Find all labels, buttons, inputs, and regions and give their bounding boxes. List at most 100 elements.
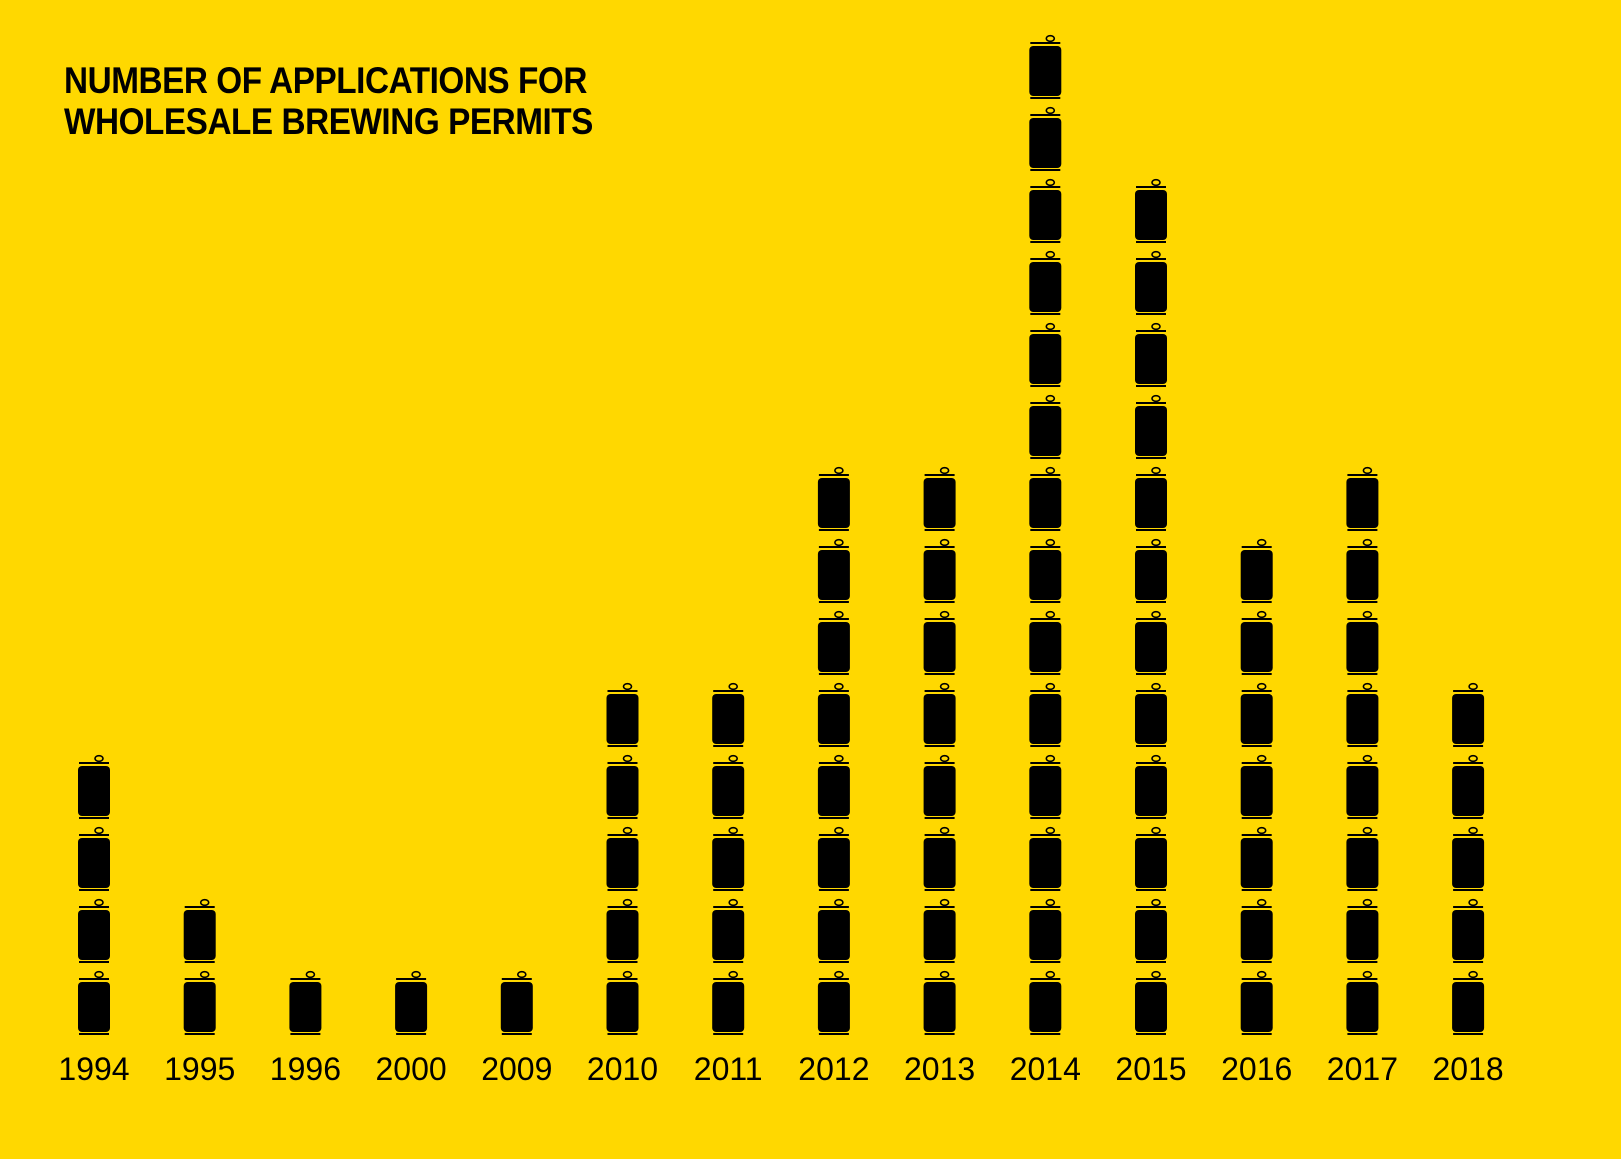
- beer-can-icon: [817, 970, 851, 1036]
- beer-can-icon: [817, 682, 851, 748]
- beer-can-icon: [1028, 754, 1063, 820]
- beer-can-icon: [182, 970, 217, 1036]
- beer-can-icon: [1345, 898, 1380, 964]
- beer-can-icon: [1239, 754, 1274, 820]
- bar-2011: [711, 682, 746, 1036]
- beer-can-icon: [394, 970, 428, 1036]
- beer-can-icon: [922, 970, 957, 1036]
- beer-can-icon: [922, 610, 957, 676]
- beer-can-icon: [1451, 826, 1485, 892]
- x-axis-tick-labels: 1994 1995 1996 2000 2009 2010 2011 2012 2013 2014…: [58, 1051, 1503, 1087]
- x-tick-label-2017: 2017: [1327, 1051, 1398, 1087]
- bar-2016: [1239, 538, 1274, 1036]
- beer-can-icon: [817, 610, 851, 676]
- beer-can-icon: [1345, 682, 1380, 748]
- x-tick-label-2016: 2016: [1221, 1051, 1292, 1087]
- x-tick-label-2013: 2013: [904, 1051, 975, 1087]
- x-tick-label-2009: 2009: [481, 1051, 552, 1087]
- bar-2014: [1028, 34, 1063, 1036]
- x-tick-label-1996: 1996: [270, 1051, 341, 1087]
- beer-can-icon: [1134, 610, 1168, 676]
- beer-can-icon: [711, 898, 746, 964]
- beer-can-icon: [1134, 466, 1168, 532]
- beer-can-icon: [1134, 754, 1168, 820]
- beer-can-icon: [77, 970, 111, 1036]
- chart-title: NUMBER OF APPLICATIONS FOR WHOLESALE BRE…: [64, 60, 622, 142]
- beer-can-icon: [1028, 898, 1063, 964]
- beer-can-icon: [922, 466, 957, 532]
- beer-can-icon: [1134, 322, 1168, 388]
- beer-can-icon: [1028, 250, 1063, 316]
- beer-can-icon: [288, 970, 323, 1036]
- beer-can-icon: [1134, 538, 1168, 604]
- beer-can-icon: [817, 538, 851, 604]
- beer-can-icon: [1134, 178, 1168, 244]
- chart-title-line-2: WHOLESALE BREWING PERMITS: [64, 101, 593, 142]
- beer-can-icon: [1028, 826, 1063, 892]
- beer-can-icon: [1451, 898, 1485, 964]
- beer-can-icon: [711, 682, 746, 748]
- cans-layer: [77, 34, 1485, 1036]
- beer-can-icon: [1028, 178, 1063, 244]
- beer-can-icon: [711, 970, 746, 1036]
- beer-can-icon: [605, 754, 640, 820]
- beer-can-icon: [1028, 538, 1063, 604]
- x-tick-label-2010: 2010: [587, 1051, 658, 1087]
- beer-can-icon: [1451, 970, 1485, 1036]
- bar-2000: [394, 970, 428, 1036]
- beer-can-icon: [1345, 466, 1380, 532]
- x-tick-label-2015: 2015: [1115, 1051, 1186, 1087]
- beer-can-icon: [922, 826, 957, 892]
- beer-can-icon: [1134, 394, 1168, 460]
- beer-can-icon: [817, 466, 851, 532]
- bar-2013: [922, 466, 957, 1036]
- bar-1995: [182, 898, 217, 1036]
- beer-can-icon: [77, 826, 111, 892]
- beer-can-icon: [817, 754, 851, 820]
- bar-2018: [1451, 682, 1485, 1036]
- beer-can-icon: [1451, 682, 1485, 748]
- beer-can-icon: [1028, 394, 1063, 460]
- beer-can-icon: [1239, 538, 1274, 604]
- bar-2010: [605, 682, 640, 1036]
- beer-can-icon: [1134, 970, 1168, 1036]
- beer-can-icon: [77, 754, 111, 820]
- bar-2009: [499, 970, 534, 1036]
- beer-can-icon: [922, 754, 957, 820]
- beer-can-icon: [1345, 826, 1380, 892]
- beer-can-icon: [1239, 826, 1274, 892]
- beer-can-icon: [1239, 970, 1274, 1036]
- beer-can-icon: [605, 682, 640, 748]
- beer-can-icon: [1239, 682, 1274, 748]
- beer-can-icon: [1028, 34, 1063, 100]
- beer-can-icon: [922, 898, 957, 964]
- chart-title-line-1: NUMBER OF APPLICATIONS FOR: [64, 60, 587, 101]
- bar-2015: [1134, 178, 1168, 1036]
- bar-1996: [288, 970, 323, 1036]
- beer-can-icon: [605, 970, 640, 1036]
- beer-can-icon: [1028, 106, 1063, 172]
- bar-2017: [1345, 466, 1380, 1036]
- beer-can-icon: [817, 826, 851, 892]
- beer-can-icon: [1239, 610, 1274, 676]
- beer-can-icon: [605, 826, 640, 892]
- beer-can-icon: [605, 898, 640, 964]
- beer-can-icon: [711, 754, 746, 820]
- x-tick-label-2012: 2012: [798, 1051, 869, 1087]
- beer-can-icon: [1345, 610, 1380, 676]
- beer-can-icon: [922, 682, 957, 748]
- x-tick-label-1995: 1995: [164, 1051, 235, 1087]
- x-tick-label-1994: 1994: [58, 1051, 129, 1087]
- beer-can-icon: [1028, 682, 1063, 748]
- beer-can-icon: [1028, 970, 1063, 1036]
- beer-can-icon: [1134, 250, 1168, 316]
- beer-can-icon: [1028, 610, 1063, 676]
- beer-can-icon: [1134, 898, 1168, 964]
- bar-1994: [77, 754, 111, 1036]
- x-tick-label-2000: 2000: [376, 1051, 447, 1087]
- beer-can-icon: [1345, 538, 1380, 604]
- beer-can-icon: [817, 898, 851, 964]
- beer-can-icon: [1345, 970, 1380, 1036]
- beer-can-icon: [1451, 754, 1485, 820]
